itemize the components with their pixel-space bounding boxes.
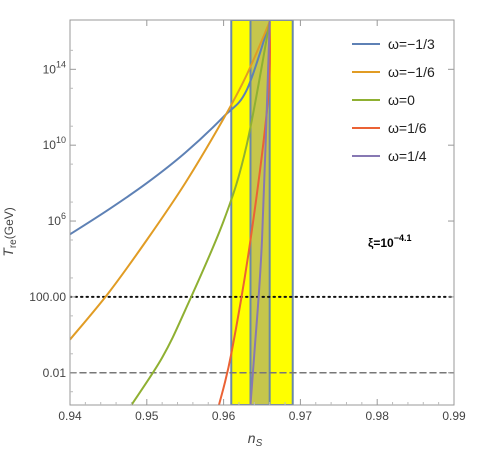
y-tick-exponent: 6	[61, 211, 66, 221]
x-axis-label-main: n	[248, 430, 256, 446]
legend-label-4: ω=1/6	[388, 120, 427, 136]
x-tick-label: 0.96	[212, 409, 236, 423]
y-tick-base: 0.01	[43, 366, 67, 380]
series-line-4	[218, 21, 272, 405]
annotation-base: ξ=10	[368, 236, 394, 250]
legend-label-2: ω=−1/6	[388, 64, 435, 80]
series-line-5	[249, 21, 271, 405]
y-tick-label: 0.01	[43, 366, 67, 380]
y-axis-label: Tre(GeV)	[0, 207, 19, 256]
x-axis-label: nS	[248, 430, 263, 449]
series-line-2	[70, 21, 271, 341]
x-tick-label: 0.97	[289, 409, 313, 423]
legend-label-1: ω=−1/3	[388, 36, 435, 52]
y-tick-label: 1010	[43, 135, 66, 152]
series-line-3	[130, 21, 271, 405]
x-axis-label-sub: S	[256, 438, 263, 449]
xi-annotation: ξ=10−4.1	[368, 233, 411, 250]
legend-label-5: ω=1/4	[388, 148, 427, 164]
x-tick-label: 0.94	[58, 409, 82, 423]
y-tick-base: 10	[43, 62, 57, 76]
y-axis-label-main: T	[0, 247, 16, 257]
y-tick-label: 100.00	[29, 290, 66, 304]
y-axis-label-unit: (GeV)	[2, 207, 16, 239]
annotation-exponent: −4.1	[394, 233, 412, 243]
x-tick-label: 0.95	[135, 409, 159, 423]
y-tick-base: 10	[48, 214, 62, 228]
y-tick-label: 106	[48, 211, 66, 228]
y-tick-exponent: 14	[56, 59, 66, 69]
x-tick-label: 0.99	[442, 409, 466, 423]
confidence-band-2	[249, 20, 271, 405]
x-tick-label: 0.98	[366, 409, 390, 423]
y-tick-base: 10	[43, 138, 57, 152]
series-line-1	[70, 21, 271, 236]
y-tick-label: 1014	[43, 59, 66, 76]
y-tick-exponent: 10	[56, 135, 66, 145]
y-tick-base: 100.00	[29, 290, 66, 304]
legend-label-3: ω=0	[388, 92, 415, 108]
plot-frame	[69, 19, 455, 406]
y-axis-label-sub: re	[8, 239, 19, 248]
